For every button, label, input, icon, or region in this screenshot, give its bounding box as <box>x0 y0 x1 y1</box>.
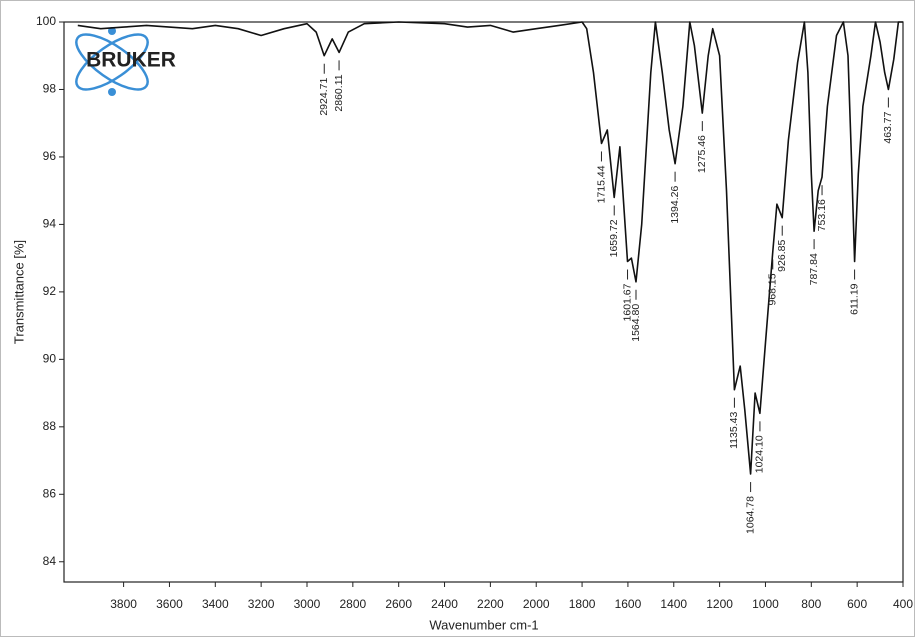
y-tick-label: 98 <box>43 82 57 96</box>
spectrum-line <box>77 21 903 475</box>
peak-label: 926.85 <box>776 240 788 272</box>
peak-label: 753.16 <box>816 199 828 231</box>
x-axis-label: Wavenumber cm-1 <box>429 617 538 632</box>
x-tick-label: 1800 <box>569 597 596 611</box>
y-tick-label: 92 <box>43 284 57 298</box>
x-tick-label: 1400 <box>660 597 687 611</box>
peak-label: 1715.44 <box>595 165 607 203</box>
peak-label: 1064.78 <box>744 496 756 534</box>
y-tick-label: 100 <box>36 14 56 28</box>
peak-label: 2860.11 <box>333 74 345 111</box>
x-tick-label: 3400 <box>202 597 229 611</box>
x-tick-label: 3800 <box>110 597 137 611</box>
y-tick-label: 96 <box>43 149 57 163</box>
x-tick-label: 1000 <box>752 597 779 611</box>
logo: BRUKER <box>75 27 176 96</box>
peak-label: 787.84 <box>808 253 820 285</box>
y-tick-label: 88 <box>43 419 57 433</box>
x-tick-label: 2400 <box>431 597 458 611</box>
x-tick-label: 800 <box>801 597 821 611</box>
x-tick-label: 2000 <box>523 597 550 611</box>
peak-label: 968.15 <box>767 273 779 305</box>
x-tick-label: 1200 <box>706 597 733 611</box>
peak-label: 1601.67 <box>621 283 633 321</box>
peak-label: 1135.43 <box>728 412 740 449</box>
peak-label: 1394.26 <box>669 186 681 224</box>
peak-label: 1024.10 <box>754 435 766 473</box>
y-tick-label: 84 <box>43 554 57 568</box>
peak-label: 1659.72 <box>608 219 620 257</box>
x-tick-label: 3200 <box>248 597 275 611</box>
x-tick-label: 600 <box>847 597 867 611</box>
logo-text: BRUKER <box>86 49 176 72</box>
peak-label: 611.19 <box>848 283 860 314</box>
x-tick-label: 1600 <box>615 597 642 611</box>
x-tick-label: 2600 <box>385 597 412 611</box>
peak-label: 1564.80 <box>630 304 642 342</box>
peak-label: 463.77 <box>882 111 894 143</box>
plot-area <box>63 21 904 583</box>
y-tick-label: 86 <box>43 486 57 500</box>
x-tick-label: 3000 <box>294 597 321 611</box>
y-axis-label: Transmittance [%] <box>11 240 26 344</box>
peak-label: 1275.46 <box>696 135 708 173</box>
x-tick-label: 400 <box>893 597 913 611</box>
x-tick-label: 2200 <box>477 597 504 611</box>
x-tick-label: 2800 <box>339 597 366 611</box>
peak-label: 2924.71 <box>318 78 330 116</box>
y-tick-label: 94 <box>43 217 57 231</box>
x-tick-label: 3600 <box>156 597 183 611</box>
y-tick-label: 90 <box>43 352 57 366</box>
